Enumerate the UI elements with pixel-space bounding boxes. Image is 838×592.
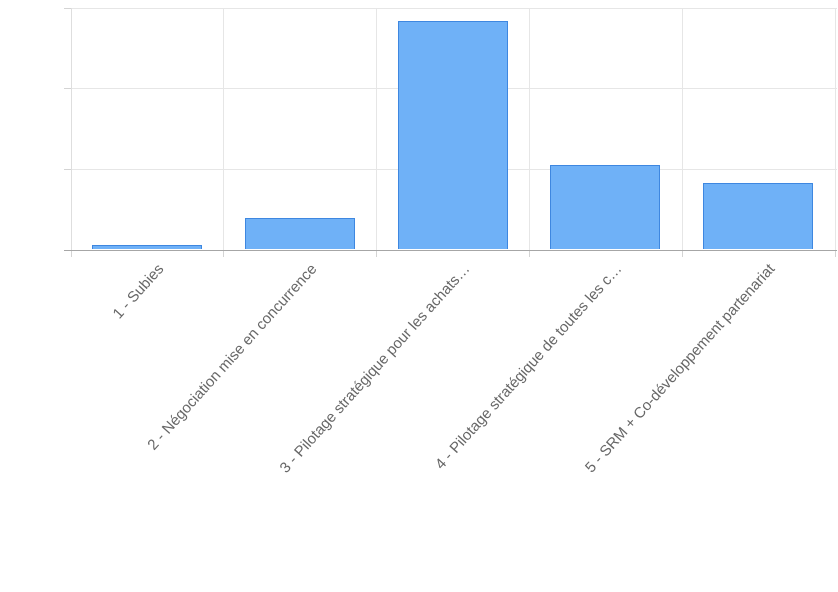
bar-category-2 (244, 218, 355, 250)
bar-chart: 1 - Subies 2 - Négociation mise en concur… (63, 7, 837, 477)
y-axis-tick (63, 168, 71, 170)
chart-page: { "chart_data": { "type": "bar", "title"… (63, 7, 837, 477)
x-axis-tick (681, 249, 683, 257)
bar-category-3 (397, 21, 508, 250)
x-axis-tick (376, 249, 378, 257)
x-axis-line (63, 249, 837, 251)
gridline-vertical (223, 7, 225, 250)
x-axis-tick (70, 249, 72, 257)
bar-category-5 (703, 182, 814, 250)
x-axis-label: 1 - Subies (109, 260, 168, 323)
x-axis-tick (223, 249, 225, 257)
x-axis-tick (528, 249, 530, 257)
y-axis-tick (63, 88, 71, 90)
bar-category-4 (550, 165, 661, 250)
x-axis-label: 4 - Pilotage stratégique de toutes les c… (432, 260, 626, 473)
x-axis-tick (834, 249, 836, 257)
y-axis-tick (63, 7, 71, 9)
gridline-vertical (376, 7, 378, 250)
bar-category-1 (91, 245, 202, 250)
gridline-vertical (834, 7, 836, 250)
y-axis-line (70, 7, 72, 250)
x-axis-label: 2 - Négociation mise en concurrence (143, 260, 321, 454)
x-axis-label: 3 - Pilotage stratégique pour les achats… (276, 260, 473, 477)
gridline-vertical (528, 7, 530, 250)
gridline-horizontal (70, 7, 837, 9)
gridline-vertical (681, 7, 683, 250)
x-axis-label: 5 - SRM + Co-développement partenariat (582, 260, 779, 477)
